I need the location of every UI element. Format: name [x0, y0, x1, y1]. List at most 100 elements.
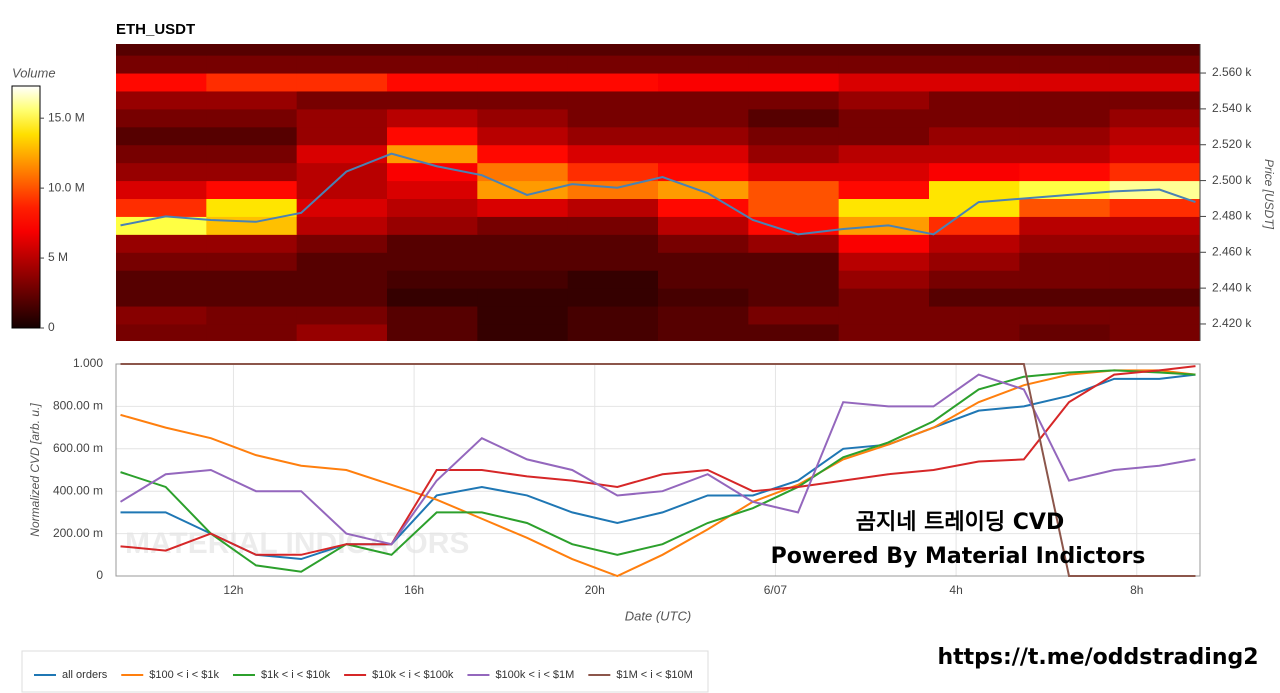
y-tick-label: 0	[96, 568, 103, 582]
heat-cell	[1109, 108, 1200, 128]
heat-cell	[658, 144, 749, 164]
heat-cell	[477, 323, 569, 341]
heat-cell	[296, 73, 388, 92]
heat-cell	[838, 126, 930, 146]
y-tick-label: 2.500 k	[1212, 173, 1252, 187]
heat-cell	[838, 90, 930, 110]
y-tick-label: 600.00 m	[53, 441, 103, 455]
heat-cell	[1019, 288, 1111, 307]
heat-cell	[838, 252, 930, 271]
heat-cell	[567, 306, 659, 325]
heat-cell	[206, 288, 298, 307]
annotation: 곰지네 트레이딩 CVD	[856, 510, 1064, 535]
heat-cell	[838, 180, 930, 200]
heat-cell	[387, 323, 478, 341]
heat-cell	[477, 90, 569, 110]
heat-cell	[387, 180, 478, 200]
heat-cell	[838, 198, 930, 217]
heat-cell	[206, 108, 298, 128]
heat-cell	[748, 252, 840, 271]
heat-cell	[1019, 252, 1111, 271]
heat-cell	[477, 198, 569, 217]
heat-cell	[387, 44, 478, 56]
heat-cell	[658, 126, 749, 146]
y-tick-label: 2.440 k	[1212, 280, 1252, 294]
heat-cell	[658, 108, 749, 128]
heat-cell	[929, 306, 1020, 325]
heat-cell	[748, 144, 840, 164]
y-tick-label: 2.420 k	[1212, 316, 1252, 330]
legend-label: $1M < i < $10M	[616, 669, 692, 681]
y-tick-label: 2.480 k	[1212, 209, 1252, 223]
y-tick-label: 1.000	[73, 356, 103, 370]
heat-cell	[838, 73, 930, 92]
heat-cell	[567, 44, 659, 56]
heat-cell	[748, 162, 840, 182]
heat-cell	[567, 198, 659, 217]
legend-label: $1k < i < $10k	[261, 669, 331, 681]
heat-cell	[1019, 73, 1111, 92]
heat-cell	[477, 270, 569, 289]
heat-cell	[116, 73, 207, 92]
heat-cell	[477, 73, 569, 92]
heat-cell	[387, 55, 478, 74]
heat-cell	[838, 288, 930, 307]
heat-cell	[929, 180, 1020, 200]
heat-cell	[296, 44, 388, 56]
heat-cell	[567, 55, 659, 74]
heat-cell	[748, 306, 840, 325]
heat-cell	[1109, 126, 1200, 146]
heat-cell	[206, 216, 298, 235]
heat-cell	[929, 234, 1020, 253]
heat-cell	[206, 252, 298, 271]
legend-label: $100k < i < $1M	[495, 669, 574, 681]
heat-cell	[477, 126, 569, 146]
heat-cell	[929, 55, 1020, 74]
heat-cell	[1109, 144, 1200, 164]
series-line	[120, 365, 1196, 556]
heat-cell	[206, 44, 298, 56]
series-line	[119, 373, 1196, 546]
x-tick-label: 20h	[585, 583, 605, 597]
x-tick-label: 12h	[223, 583, 243, 597]
heat-cell	[206, 180, 298, 200]
heat-cell	[1019, 44, 1111, 56]
heat-cell	[1109, 306, 1200, 325]
heat-cell	[748, 180, 840, 200]
heat-cell	[206, 323, 298, 341]
heat-cell	[116, 252, 207, 271]
x-tick-label: 16h	[404, 583, 424, 597]
heat-cell	[838, 306, 930, 325]
heat-cell	[116, 180, 207, 200]
y-tick-label: 2.560 k	[1212, 65, 1252, 79]
heat-cell	[1019, 162, 1111, 182]
url: https://t.me/oddstrading2	[937, 645, 1258, 670]
heat-cell	[296, 108, 388, 128]
heat-cell	[296, 126, 388, 146]
x-axis-title: Date (UTC)	[625, 608, 691, 623]
heat-cell	[748, 108, 840, 128]
heat-cell	[116, 198, 207, 217]
series-line	[120, 369, 1196, 578]
heat-cell	[477, 306, 569, 325]
heat-cell	[477, 44, 569, 56]
heatmap	[116, 44, 1200, 341]
heat-cell	[477, 288, 569, 307]
heat-cell	[296, 162, 388, 182]
heat-cell	[929, 162, 1020, 182]
heat-cell	[929, 144, 1020, 164]
heat-cell	[748, 55, 840, 74]
heat-cell	[1109, 44, 1200, 56]
heat-cell	[748, 270, 840, 289]
heat-cell	[206, 144, 298, 164]
heat-cell	[1109, 252, 1200, 271]
heat-cell	[838, 162, 930, 182]
heat-cell	[296, 270, 388, 289]
heat-cell	[1019, 108, 1111, 128]
heat-cell	[206, 306, 298, 325]
heat-cell	[116, 234, 207, 253]
y-tick-label: 200.00 m	[53, 526, 103, 540]
heat-cell	[296, 198, 388, 217]
heat-cell	[116, 55, 207, 74]
